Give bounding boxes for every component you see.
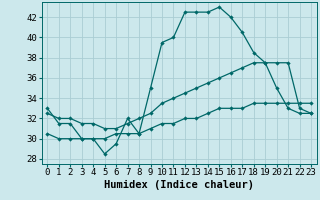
X-axis label: Humidex (Indice chaleur): Humidex (Indice chaleur)	[104, 180, 254, 190]
